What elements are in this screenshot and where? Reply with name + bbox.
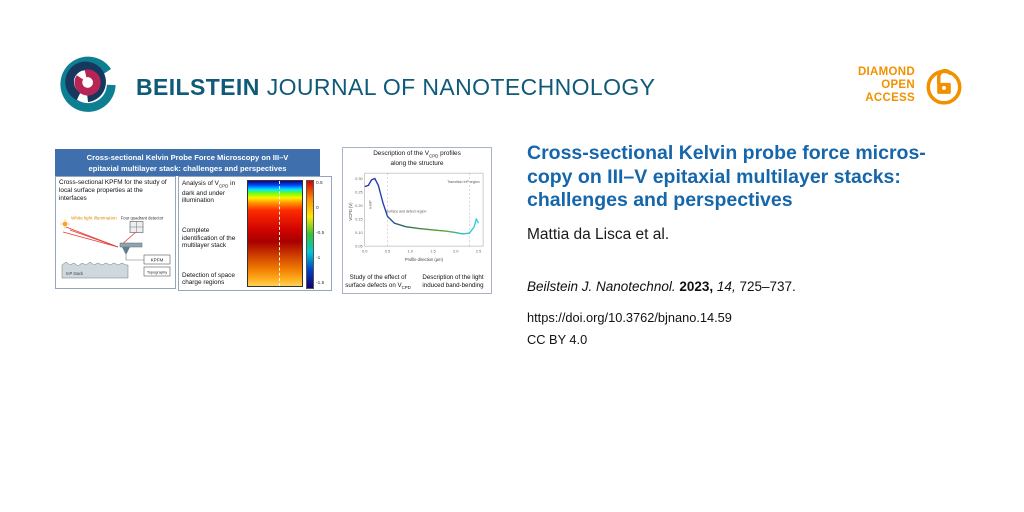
- svg-text:0.30: 0.30: [355, 176, 363, 181]
- badge-line-2: OPEN: [881, 78, 915, 91]
- figure-banner-line2: epitaxial multilayer stack: challenges a…: [88, 164, 287, 173]
- open-access-badge-text: DIAMOND OPEN ACCESS: [858, 66, 915, 105]
- map-item-2: Complete identification of the multilaye…: [182, 227, 236, 250]
- x-tick-labels: 0.0 0.5 1.0 1.5 2.0 2.5: [362, 249, 482, 254]
- annotation-substrate: n-InP: [369, 200, 373, 209]
- figure-panel-profile: Description of the VCPD profiles along t…: [342, 147, 492, 294]
- svg-text:0.25: 0.25: [355, 190, 363, 195]
- profile-caption-right: Description of the light induced band-be…: [422, 274, 484, 289]
- profile-title: Description of the VCPD profiles along t…: [373, 150, 461, 167]
- svg-text:0.20: 0.20: [355, 204, 363, 209]
- setup-caption: Cross-sectional KPFM for the study of lo…: [59, 179, 167, 202]
- svg-text:0.5: 0.5: [385, 249, 391, 254]
- kpfm-box: [143, 254, 171, 265]
- map-text-items: Analysis of VCPD in dark and under illum…: [182, 180, 244, 287]
- vcpd-profile-plot: 0.30 0.25 0.20 0.15 0.10 0.05 0.0 0.5 1.…: [348, 173, 484, 262]
- light-label: White light illumination: [71, 216, 117, 221]
- journal-name-bold: BEILSTEIN: [136, 74, 260, 100]
- badge-line-3: ACCESS: [865, 91, 915, 104]
- journal-name-rest: JOURNAL OF NANOTECHNOLOGY: [266, 74, 656, 100]
- svg-text:2.5: 2.5: [476, 249, 482, 254]
- citation-journal: Beilstein J. Nanotechnol.: [527, 278, 676, 294]
- sample-cross-section: [61, 261, 129, 279]
- article-title-line2: copy on III–V epitaxial multilayer stack…: [527, 165, 901, 188]
- graphical-abstract: Cross-sectional Kelvin Probe Force Micro…: [55, 147, 492, 296]
- annotation-transition-region: Transition InP region: [447, 180, 480, 184]
- wire: [125, 255, 144, 261]
- open-access-lock-icon: [926, 68, 962, 105]
- profile-caption-left: Study of the effect of surface defects o…: [345, 274, 411, 291]
- topography-box-label: Topography: [147, 270, 167, 275]
- article-citation: Beilstein J. Nanotechnol. 2023, 14, 725–…: [527, 279, 982, 294]
- figure-panel-setup: Cross-sectional KPFM for the study of lo…: [55, 176, 176, 289]
- article-authors: Mattia da Lisca et al.: [527, 225, 670, 243]
- sample-label: InP stack: [66, 271, 84, 276]
- colorbar-gradient: [306, 180, 314, 289]
- svg-text:1.5: 1.5: [430, 249, 436, 254]
- map-item-1: Analysis of VCPD in dark and under illum…: [182, 180, 236, 205]
- journal-name: BEILSTEIN JOURNAL OF NANOTECHNOLOGY: [136, 74, 655, 101]
- svg-text:2.0: 2.0: [453, 249, 459, 254]
- y-tick-labels: 0.30 0.25 0.20 0.15 0.10 0.05: [355, 176, 363, 249]
- plot-xlabel: Profile direction (μm): [405, 257, 444, 262]
- colormap-dashed-line: [279, 181, 281, 286]
- svg-text:0.0: 0.0: [362, 249, 368, 254]
- detector-label: Four quadrant detector: [121, 216, 164, 221]
- svg-text:0.15: 0.15: [355, 217, 363, 222]
- article-title-line1: Cross-sectional Kelvin probe force micro…: [527, 142, 926, 164]
- annotation-surface-region: Surface and defect region: [386, 210, 427, 214]
- doi-link[interactable]: https://doi.org/10.3762/bjnano.14.59: [527, 309, 732, 325]
- cantilever-tip: [119, 242, 143, 255]
- map-item-3: Detection of space charge regions: [182, 271, 235, 287]
- plot-ylabel: VCPD (V): [348, 202, 353, 221]
- figure-panel-map: Analysis of VCPD in dark and under illum…: [178, 176, 332, 291]
- figure-banner-line1: Cross-sectional Kelvin Probe Force Micro…: [86, 153, 289, 162]
- article-title-line3: challenges and perspectives: [527, 189, 793, 211]
- figure-banner: Cross-sectional Kelvin Probe Force Micro…: [55, 149, 320, 176]
- citation-pages: 725–737.: [739, 278, 796, 294]
- article-info: Cross-sectional Kelvin probe force micro…: [527, 142, 982, 347]
- svg-text:0.10: 0.10: [355, 231, 363, 236]
- topography-box: [143, 266, 171, 277]
- detector-icon: [129, 221, 144, 233]
- svg-text:1.0: 1.0: [408, 249, 414, 254]
- colorbar: 0.5 0 -0.5 -1 -1.5: [306, 180, 328, 289]
- beilstein-logo: [60, 56, 116, 112]
- sun-icon: [60, 219, 70, 229]
- citation-volume: 14,: [716, 278, 736, 294]
- colorbar-ticks: 0.5 0 -0.5 -1 -1.5: [316, 181, 325, 286]
- article-title: Cross-sectional Kelvin probe force micro…: [527, 142, 982, 213]
- svg-text:0.05: 0.05: [355, 244, 363, 249]
- badge-line-1: DIAMOND: [857, 65, 915, 78]
- kpfm-box-label: KPFM: [151, 258, 164, 263]
- kpfm-schematic: White light illumination Four quadrant d…: [60, 216, 171, 279]
- vcpd-profile-line: [364, 178, 480, 236]
- profile-captions: Study of the effect of surface defects o…: [345, 274, 489, 291]
- license-label: CC BY 4.0: [527, 331, 588, 347]
- citation-year: 2023,: [679, 278, 714, 294]
- open-access-badge: DIAMOND OPEN ACCESS: [858, 63, 966, 107]
- vcpd-colormap-image: [247, 180, 303, 287]
- laser-beams: [62, 226, 137, 248]
